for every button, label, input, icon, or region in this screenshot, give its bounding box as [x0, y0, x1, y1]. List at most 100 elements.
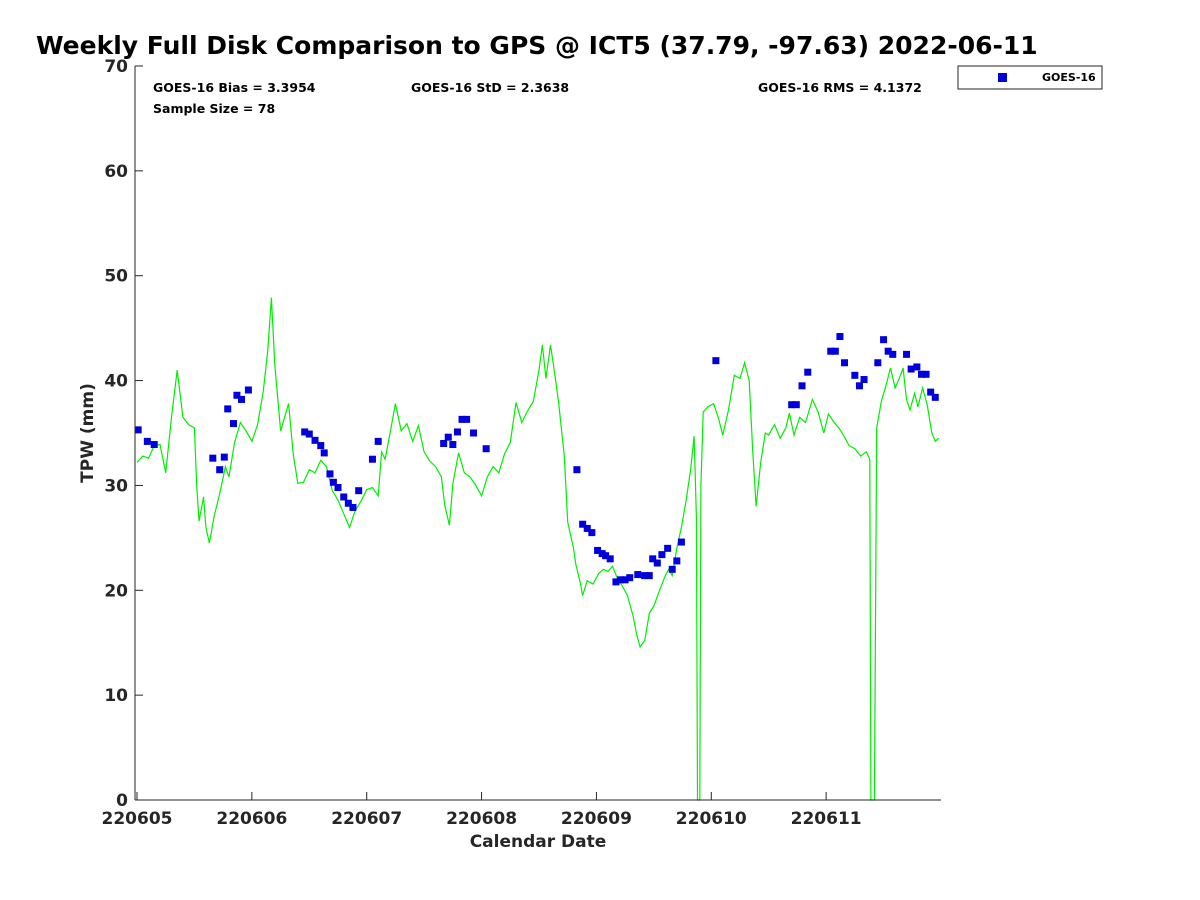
goes-16-point — [668, 565, 676, 573]
goes-16-point — [244, 386, 252, 394]
y-tick-label: 40 — [104, 372, 128, 392]
goes-16-point — [326, 470, 334, 478]
goes-16-point — [233, 391, 241, 399]
goes-16-point — [224, 405, 232, 413]
goes-16-point — [903, 350, 911, 358]
goes-16-point — [653, 559, 661, 567]
goes-16-point — [831, 347, 839, 355]
goes-16-point — [150, 441, 158, 449]
x-tick-label: 220606 — [216, 809, 287, 829]
goes-16-point — [664, 544, 672, 552]
goes-16-point — [301, 428, 309, 436]
goes-16-point — [579, 520, 587, 528]
std-stat: GOES-16 StD = 2.3638 — [411, 80, 569, 95]
x-tick-label: 220608 — [446, 809, 517, 829]
goes-16-point — [874, 359, 882, 367]
goes-16-point — [617, 576, 625, 584]
sample-size-stat: Sample Size = 78 — [153, 101, 275, 116]
goes-16-point — [340, 493, 348, 501]
goes-16-point — [641, 572, 649, 580]
goes-16-point — [444, 433, 452, 441]
goes-16-point — [917, 370, 925, 378]
goes-16-point — [349, 503, 357, 511]
goes-16-point — [311, 436, 319, 444]
y-tick-label: 70 — [104, 57, 128, 77]
goes-16-point — [134, 426, 142, 434]
goes-16-point — [216, 466, 224, 474]
goes-16-point — [334, 484, 342, 492]
goes-16-point — [470, 429, 478, 437]
goes-16-series — [134, 333, 939, 586]
y-tick-label: 60 — [104, 162, 128, 182]
goes-16-point — [922, 370, 930, 378]
goes-16-point — [634, 571, 642, 579]
goes-16-point — [229, 420, 237, 428]
goes-16-point — [305, 430, 313, 438]
goes-16-point — [798, 382, 806, 390]
y-axis-label: TPW (mm) — [78, 383, 98, 483]
goes-16-point — [884, 347, 892, 355]
goes-16-point — [482, 445, 490, 453]
goes-16-point — [449, 441, 457, 449]
x-axis-label: Calendar Date — [470, 832, 607, 852]
x-tick-label: 220611 — [791, 809, 862, 829]
goes-16-point — [463, 415, 471, 423]
goes-16-point — [612, 578, 620, 586]
goes-16-point — [788, 401, 796, 409]
legend: GOES-16 — [957, 65, 1103, 90]
goes-16-point — [792, 401, 800, 409]
goes-16-point — [860, 376, 868, 384]
goes-16-point — [677, 538, 685, 546]
legend-label: GOES-16 — [1042, 71, 1096, 84]
goes-16-point — [583, 524, 591, 532]
legend-box — [957, 65, 1103, 90]
goes-16-point — [606, 555, 614, 563]
goes-16-point — [588, 529, 596, 537]
bias-stat: GOES-16 Bias = 3.3954 — [153, 80, 316, 95]
y-tick-label: 50 — [104, 267, 128, 287]
goes-16-point — [626, 574, 634, 582]
goes-16-point — [458, 415, 466, 423]
y-tick-label: 0 — [116, 791, 128, 811]
goes-16-point — [804, 368, 812, 376]
goes-16-point — [913, 363, 921, 371]
goes-16-point — [317, 442, 325, 450]
goes-16-point — [836, 333, 844, 341]
rms-stat: GOES-16 RMS = 4.1372 — [758, 80, 922, 95]
goes-16-point — [621, 576, 629, 584]
x-axis-ticks: 220605 220606 220607 220608 220609 220610 2206… — [102, 792, 862, 829]
goes-16-point — [368, 455, 376, 463]
goes-16-point — [355, 487, 363, 495]
goes-16-point — [573, 466, 581, 474]
x-tick-label: 220610 — [676, 809, 747, 829]
gps-series — [136, 297, 940, 801]
goes-16-point — [344, 499, 352, 507]
goes-16-point — [907, 365, 915, 373]
goes-16-point — [220, 453, 228, 461]
chart-title: Weekly Full Disk Comparison to GPS @ ICT… — [36, 31, 1038, 60]
plot-area — [135, 66, 941, 800]
goes-16-point — [673, 557, 681, 565]
goes-16-point — [440, 439, 448, 447]
y-tick-label: 20 — [104, 581, 128, 601]
goes-16-point — [712, 357, 720, 365]
goes-16-point — [658, 551, 666, 559]
x-tick-label: 220609 — [561, 809, 632, 829]
goes-16-point — [851, 371, 859, 379]
goes-16-point — [238, 395, 246, 403]
goes-16-point — [329, 478, 337, 486]
goes-16-point — [453, 428, 461, 436]
y-tick-label: 30 — [104, 476, 128, 496]
goes-16-point — [927, 388, 935, 396]
goes-16-point — [889, 350, 897, 358]
goes-16-point — [209, 454, 217, 462]
goes-16-point — [841, 359, 849, 367]
gps-line — [136, 297, 940, 801]
goes-16-point — [827, 347, 835, 355]
x-tick-label: 220607 — [331, 809, 402, 829]
legend-marker — [998, 73, 1007, 82]
goes-16-point — [594, 546, 602, 554]
goes-16-point — [649, 555, 657, 563]
goes-16-point — [143, 437, 151, 445]
